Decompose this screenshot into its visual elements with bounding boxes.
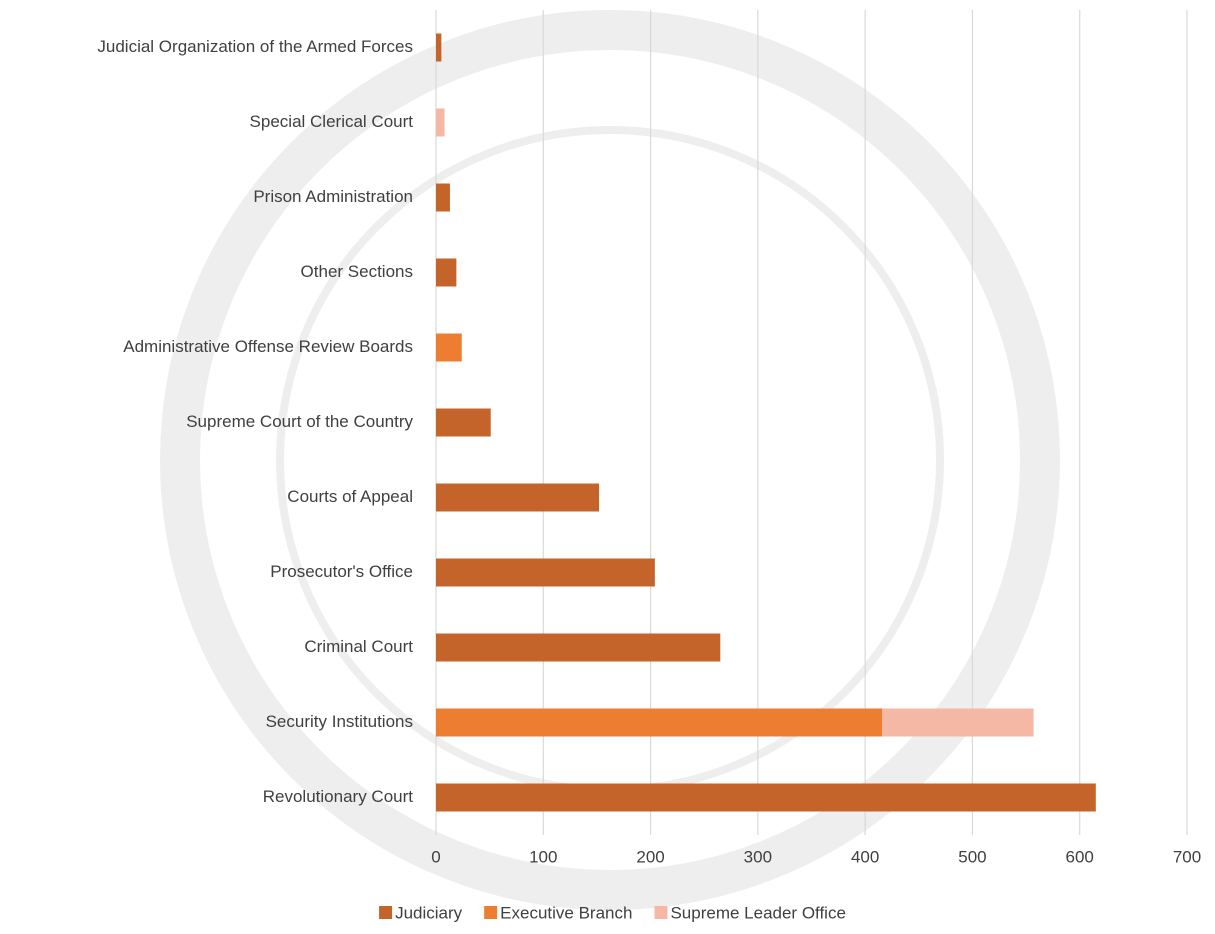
bar-segment [436, 708, 883, 737]
legend-label: Supreme Leader Office [670, 903, 845, 922]
legend-label: Judiciary [395, 903, 463, 922]
bar-segment [436, 258, 457, 287]
bar-segment [436, 633, 721, 662]
bar-segment [882, 708, 1034, 737]
y-tick-label: Revolutionary Court [263, 787, 414, 806]
bar-segment [436, 108, 445, 137]
y-tick-label: Prison Administration [253, 187, 413, 206]
bar-segment [436, 33, 442, 62]
y-tick-label: Administrative Offense Review Boards [123, 337, 413, 356]
x-tick-label: 600 [1066, 847, 1094, 866]
bar-segment [436, 483, 600, 512]
legend-swatch [484, 906, 498, 919]
y-tick-label: Supreme Court of the Country [186, 412, 413, 431]
x-tick-label: 300 [744, 847, 772, 866]
legend-swatch [654, 906, 668, 919]
watermark [160, 10, 1060, 910]
bar-segment [436, 558, 655, 587]
y-tick-label: Judicial Organization of the Armed Force… [97, 37, 413, 56]
bar-segment [436, 333, 462, 362]
y-tick-label: Courts of Appeal [287, 487, 413, 506]
legend-swatch [379, 906, 393, 919]
x-tick-label: 400 [851, 847, 879, 866]
y-tick-label: Criminal Court [304, 637, 413, 656]
bar-segment [436, 408, 491, 437]
bar-segment [436, 783, 1096, 812]
x-tick-label: 500 [958, 847, 986, 866]
x-tick-label: 200 [636, 847, 664, 866]
y-tick-label: Prosecutor's Office [270, 562, 413, 581]
x-tick-label: 700 [1173, 847, 1201, 866]
y-tick-label: Other Sections [301, 262, 413, 281]
y-tick-label: Special Clerical Court [250, 112, 414, 131]
y-tick-label: Security Institutions [266, 712, 413, 731]
x-tick-label: 0 [431, 847, 440, 866]
legend-label: Executive Branch [500, 903, 632, 922]
x-tick-label: 100 [529, 847, 557, 866]
bar-segment [436, 183, 450, 212]
